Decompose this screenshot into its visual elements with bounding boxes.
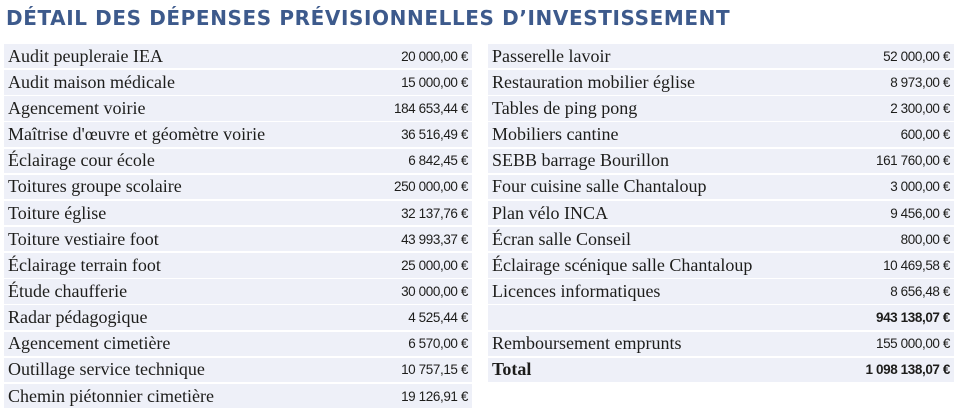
- table-row: Agencement cimetière 6 570,00 €: [4, 331, 472, 356]
- expense-amount: 9 456,00 €: [890, 205, 950, 221]
- expense-label: Passerelle lavoir: [492, 45, 611, 66]
- expense-amount: 3 000,00 €: [890, 179, 950, 195]
- expense-label: Tables de ping pong: [492, 97, 638, 118]
- expense-label: Agencement cimetière: [8, 333, 171, 354]
- expense-amount: 8 973,00 €: [890, 74, 950, 90]
- expense-amount: 8 656,48 €: [890, 283, 950, 299]
- expense-amount: 36 516,49 €: [401, 127, 468, 143]
- table-row: Four cuisine salle Chantaloup 3 000,00 €: [488, 174, 954, 200]
- expense-label: Écran salle Conseil: [492, 228, 631, 249]
- expense-label: Éclairage cour école: [8, 150, 155, 171]
- expense-label: Audit peupleraie IEA: [8, 45, 163, 66]
- expense-label: Mobiliers cantine: [492, 124, 619, 145]
- expense-label: SEBB barrage Bourillon: [492, 150, 669, 171]
- expense-amount: 800,00 €: [900, 231, 951, 247]
- expense-amount: 20 000,00 €: [401, 48, 468, 64]
- expense-label: Agencement voirie: [8, 97, 146, 118]
- expense-label: Four cuisine salle Chantaloup: [492, 176, 707, 197]
- table-row: Plan vélo INCA 9 456,00 €: [488, 200, 954, 226]
- expense-amount: 6 570,00 €: [408, 336, 468, 352]
- expense-label: Toiture vestiaire foot: [8, 228, 159, 249]
- expense-amount: 161 760,00 €: [875, 153, 950, 169]
- expense-amount: 600,00 €: [900, 127, 951, 143]
- loan-repayment-amount: 155 000,00 €: [875, 336, 950, 352]
- expense-label: Plan vélo INCA: [492, 202, 608, 223]
- table-row: Étude chaufferie 30 000,00 €: [4, 279, 472, 304]
- table-row: Licences informatiques 8 656,48 €: [488, 279, 954, 304]
- page-title: DÉTAIL DES DÉPENSES PRÉVISIONNELLES D’IN…: [6, 6, 731, 30]
- expense-label: Restauration mobilier église: [492, 71, 695, 92]
- expense-label: Maîtrise d'œuvre et géomètre voirie: [8, 124, 266, 145]
- expense-amount: 19 126,91 €: [401, 388, 468, 404]
- table-row: Éclairage cour école 6 842,45 €: [4, 148, 472, 173]
- expense-label: Étude chaufferie: [8, 280, 128, 301]
- expense-amount: 10 469,58 €: [883, 257, 950, 273]
- expense-amount: 4 525,44 €: [408, 310, 468, 326]
- expense-label: Chemin piétonnier cimetière: [8, 385, 214, 406]
- expense-amount: 43 993,37 €: [401, 231, 468, 247]
- expense-amount: 250 000,00 €: [393, 179, 468, 195]
- total-row: Total 1 098 138,07 €: [488, 357, 954, 383]
- expense-amount: 184 653,44 €: [393, 100, 468, 116]
- expense-label: Éclairage scénique salle Chantaloup: [492, 254, 753, 275]
- table-row: Maîtrise d'œuvre et géomètre voirie 36 51…: [4, 122, 472, 147]
- table-row: Toitures groupe scolaire 250 000,00 €: [4, 174, 472, 200]
- table-row: Écran salle Conseil 800,00 €: [488, 226, 954, 252]
- table-row: Toiture vestiaire foot 43 993,37 €: [4, 226, 472, 252]
- table-row: Éclairage terrain foot 25 000,00 €: [4, 253, 472, 278]
- table-row: Tables de ping pong 2 300,00 €: [488, 96, 954, 121]
- expense-amount: 52 000,00 €: [883, 48, 950, 64]
- table-row: Mobiliers cantine 600,00 €: [488, 122, 954, 147]
- expense-label: Éclairage terrain foot: [8, 254, 161, 275]
- subtotal-amount: 943 138,07 €: [875, 310, 950, 326]
- table-row: Audit peupleraie IEA 20 000,00 €: [4, 44, 472, 69]
- expense-label: Outillage service technique: [8, 359, 205, 380]
- table-row: Éclairage scénique salle Chantaloup 10 46…: [488, 253, 954, 278]
- expense-label: Audit maison médicale: [8, 71, 175, 92]
- expense-amount: 25 000,00 €: [401, 257, 468, 273]
- table-row: Chemin piétonnier cimetière 19 126,91 €: [4, 383, 472, 409]
- expense-amount: 10 757,15 €: [401, 362, 468, 378]
- loan-repayment-row: Remboursement emprunts 155 000,00 €: [488, 331, 954, 356]
- table-row: Toiture église 32 137,76 €: [4, 200, 472, 226]
- expense-amount: 32 137,76 €: [401, 205, 468, 221]
- table-row: Audit maison médicale 15 000,00 €: [4, 70, 472, 95]
- expense-label: Radar pédagogique: [8, 307, 148, 328]
- expense-amount: 2 300,00 €: [890, 100, 950, 116]
- total-amount: 1 098 138,07 €: [865, 362, 951, 378]
- expense-amount: 6 842,45 €: [408, 153, 468, 169]
- table-row: SEBB barrage Bourillon 161 760,00 €: [488, 148, 954, 173]
- loan-repayment-label: Remboursement emprunts: [492, 333, 682, 354]
- expense-amount: 30 000,00 €: [401, 283, 468, 299]
- table-row: Passerelle lavoir 52 000,00 €: [488, 44, 954, 69]
- total-label: Total: [492, 359, 532, 380]
- table-row: Radar pédagogique 4 525,44 €: [4, 305, 472, 330]
- subtotal-row: 943 138,07 €: [488, 305, 954, 330]
- table-row: Agencement voirie 184 653,44 €: [4, 96, 472, 121]
- left-expense-table: Audit peupleraie IEA 20 000,00 € Audit ma…: [4, 44, 472, 410]
- expense-amount: 15 000,00 €: [401, 74, 468, 90]
- expense-label: Toitures groupe scolaire: [8, 176, 182, 197]
- table-row: Restauration mobilier église 8 973,00 €: [488, 70, 954, 95]
- expense-label: Toiture église: [8, 202, 107, 223]
- right-expense-table: Passerelle lavoir 52 000,00 € Restauratio…: [488, 44, 954, 384]
- table-row: Outillage service technique 10 757,15 €: [4, 357, 472, 383]
- expense-label: Licences informatiques: [492, 280, 661, 301]
